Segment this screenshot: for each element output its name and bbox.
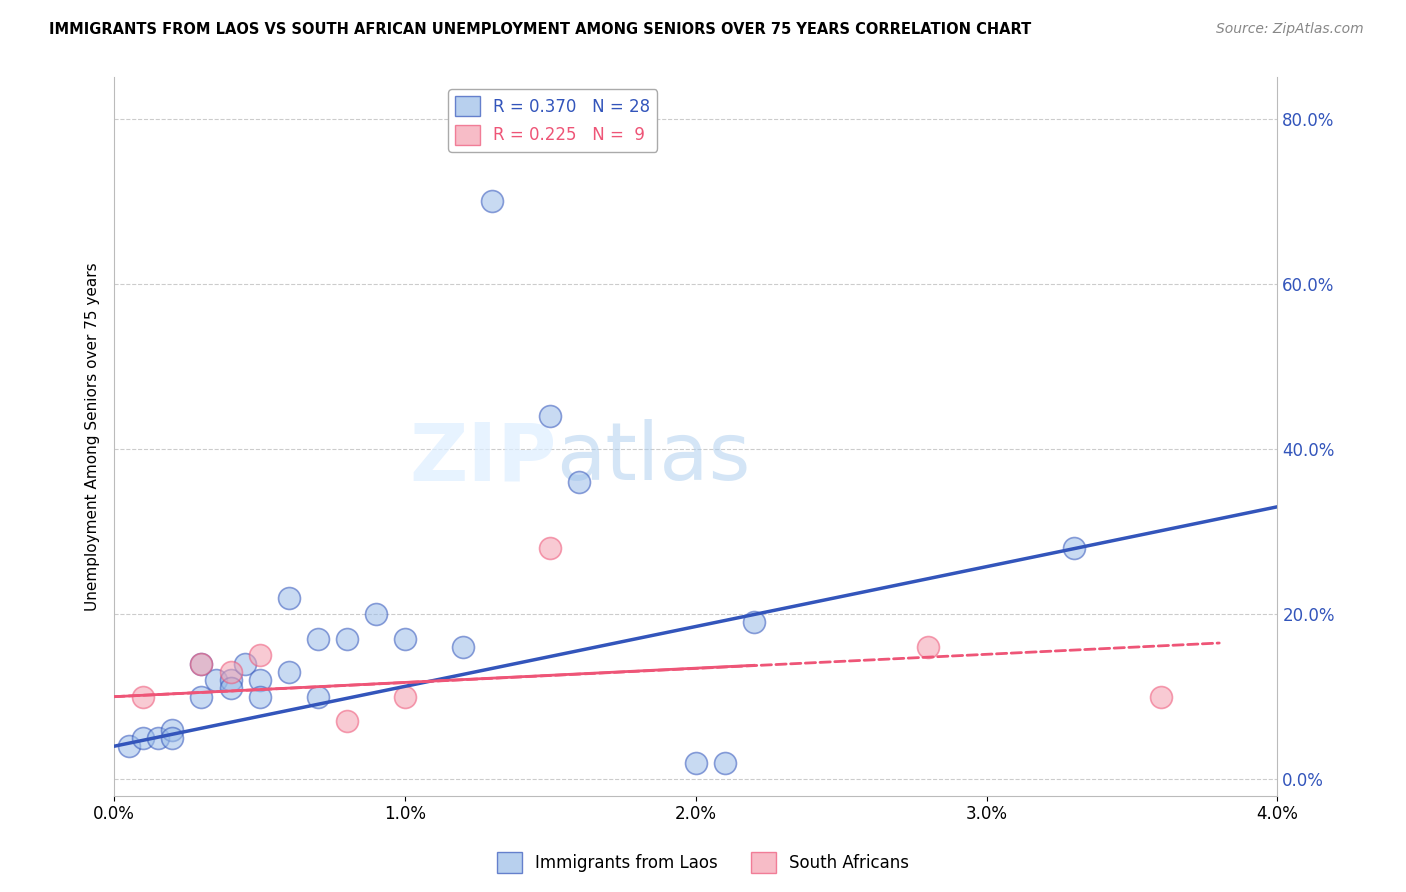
Point: [190, 657, 212, 671]
Point: [277, 665, 299, 679]
Text: atlas: atlas: [557, 419, 751, 497]
Point: [219, 665, 242, 679]
Point: [118, 739, 141, 754]
Point: [451, 640, 474, 654]
Point: [307, 690, 329, 704]
Point: [146, 731, 169, 745]
Y-axis label: Unemployment Among Seniors over 75 years: Unemployment Among Seniors over 75 years: [86, 262, 100, 611]
Point: [538, 541, 561, 555]
Point: [307, 632, 329, 646]
Text: IMMIGRANTS FROM LAOS VS SOUTH AFRICAN UNEMPLOYMENT AMONG SENIORS OVER 75 YEARS C: IMMIGRANTS FROM LAOS VS SOUTH AFRICAN UN…: [49, 22, 1032, 37]
Point: [714, 756, 737, 770]
Point: [336, 632, 359, 646]
Point: [132, 731, 155, 745]
Point: [162, 723, 184, 737]
Point: [162, 731, 184, 745]
Point: [219, 673, 242, 688]
Point: [277, 591, 299, 605]
Point: [219, 681, 242, 696]
Text: Source: ZipAtlas.com: Source: ZipAtlas.com: [1216, 22, 1364, 37]
Point: [190, 657, 212, 671]
Point: [1150, 690, 1173, 704]
Point: [1063, 541, 1085, 555]
Point: [568, 475, 591, 489]
Point: [205, 673, 228, 688]
Point: [742, 615, 765, 630]
Point: [394, 632, 416, 646]
Point: [538, 409, 561, 423]
Legend: R = 0.370   N = 28, R = 0.225   N =  9: R = 0.370 N = 28, R = 0.225 N = 9: [449, 89, 657, 152]
Text: ZIP: ZIP: [409, 419, 557, 497]
Point: [132, 690, 155, 704]
Point: [233, 657, 256, 671]
Point: [394, 690, 416, 704]
Point: [249, 673, 271, 688]
Point: [917, 640, 939, 654]
Point: [481, 194, 503, 209]
Point: [190, 690, 212, 704]
Point: [685, 756, 707, 770]
Point: [249, 690, 271, 704]
Legend: Immigrants from Laos, South Africans: Immigrants from Laos, South Africans: [489, 846, 917, 880]
Point: [336, 714, 359, 729]
Point: [249, 648, 271, 663]
Point: [364, 607, 387, 621]
